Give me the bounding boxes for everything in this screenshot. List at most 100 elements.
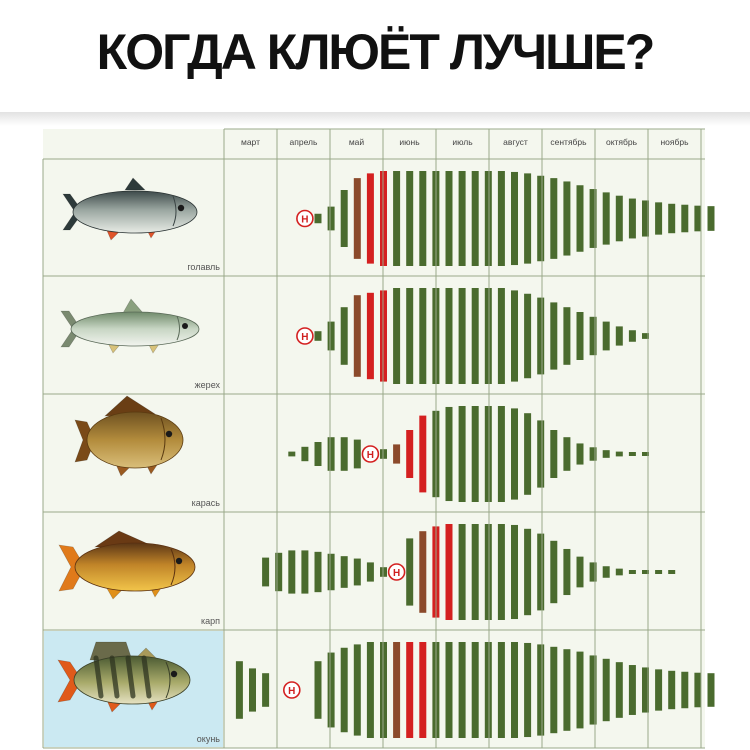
bite-bar [576,651,584,729]
month-label: апрель [290,137,318,147]
spawning-marker-label: Н [288,686,295,697]
bite-bar [484,406,492,502]
bite-bar [563,548,571,596]
fish-name-label: голавль [187,262,220,272]
bite-bar [393,444,401,464]
bite-bar [366,292,374,380]
bite-bar [262,557,270,587]
bite-bar [655,202,663,235]
bite-bar [563,649,571,731]
bite-bar [471,288,479,384]
bite-bar [668,203,676,234]
month-label: ноябрь [660,137,689,147]
bite-bar [615,662,623,718]
bite-bar [642,333,649,339]
bite-bar [576,556,584,588]
bite-bar [694,672,702,708]
bite-bar [393,288,401,384]
bite-bar [471,171,479,266]
bite-bar [340,437,348,471]
bite-bar [681,671,689,709]
bite-bar [314,551,322,593]
bite-bar [563,181,571,256]
bite-bar [445,406,453,502]
bite-bar [537,644,545,736]
bite-bar [589,316,597,356]
bite-bar [484,524,492,620]
bite-bar [655,570,663,574]
month-label: август [503,137,528,147]
bite-bar [642,452,649,456]
crucian-carp-fish-icon [74,395,184,477]
spawning-marker-icon [361,445,380,463]
bite-bar [602,566,610,578]
bite-bar [393,171,401,266]
bite-bar [576,312,584,360]
spawning-marker-icon [296,327,314,345]
bite-bar [707,206,715,231]
bite-bar [327,321,335,351]
page-title: КОГДА КЛЮЁТ ЛУЧШЕ? [96,24,656,80]
bite-bar [314,442,322,466]
month-label: октябрь [606,137,638,147]
month-label: сентябрь [550,137,587,147]
bite-bar [458,171,466,266]
bite-bar [694,205,702,232]
bite-bar [511,171,518,266]
bite-bar [458,642,466,738]
bite-bar [484,288,492,384]
bite-bar [615,568,623,576]
bite-bar [301,550,309,594]
bite-bar [484,642,492,738]
bite-bar [366,173,374,264]
bite-bar [353,295,361,377]
bite-bar [550,646,558,734]
bite-bar [366,562,374,582]
perch-fish-icon [57,641,191,713]
bite-bar [642,570,649,574]
spawning-marker-label: Н [301,214,308,225]
bite-bar [471,524,479,620]
bite-bar [537,420,545,488]
bite-bar [668,670,676,710]
bite-bar [602,658,610,722]
bite-bar [353,558,361,586]
bite-bar [524,413,532,495]
bite-bar [576,443,584,465]
bite-bar [537,533,545,611]
bite-bar [406,288,414,384]
bite-bar [537,175,545,262]
bite-bar [497,406,505,502]
bite-bar [314,661,322,719]
bite-bar [419,531,427,613]
spawning-marker-icon [296,209,314,228]
bite-bar [406,642,414,738]
bite-bar [275,552,283,592]
chart-grid [42,128,705,749]
carp-fish-icon [58,530,196,600]
bite-bar [550,302,558,370]
bite-bar [445,524,453,620]
bite-bar [511,642,518,738]
bite-bar [589,655,597,725]
month-label: июль [452,137,473,147]
bite-bar [445,288,453,384]
fish-illustrations [57,177,200,713]
bite-bar [445,642,453,738]
bite-bar [406,430,414,478]
bite-bar [602,321,610,351]
bite-bar [314,213,322,224]
bite-bar [642,200,649,237]
spawning-marker-label: Н [367,450,374,461]
bite-bar [471,406,479,502]
bite-bar [524,173,532,264]
bite-bar [628,330,636,342]
bite-bar [235,661,243,719]
bite-bar [655,669,663,711]
bite-bar [602,192,610,245]
bite-bar [262,673,270,707]
bite-bar [497,171,505,266]
bite-bar [589,447,597,461]
bite-bar [511,408,518,500]
